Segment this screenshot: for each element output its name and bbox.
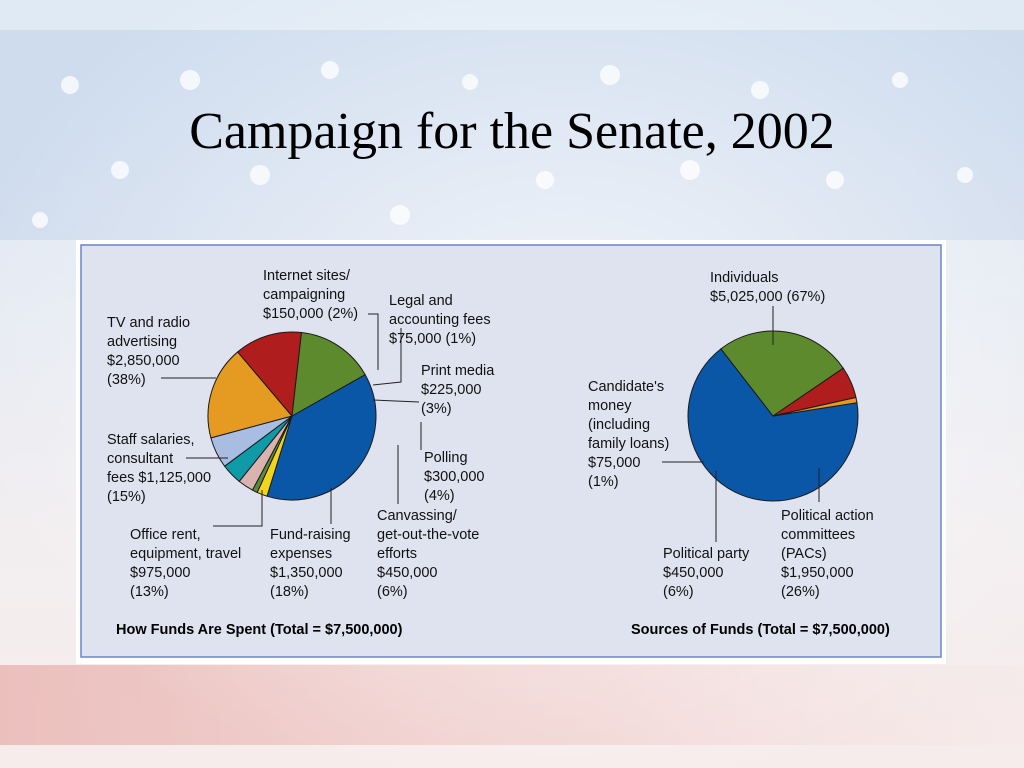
- pie-slice: [720, 330, 844, 417]
- figure-panel: TV and radio advertising $2,850,000 (38%) In…: [76, 240, 946, 664]
- leader-line: [372, 399, 420, 403]
- slice-label: Office rent, equipment, travel $975,000 (13…: [130, 527, 241, 600]
- slice-label: Political party $450,000 (6%): [663, 546, 750, 600]
- pie-chart-2: Individuals $5,025,000 (67%) Political act…: [588, 270, 890, 638]
- pie-charts: TV and radio advertising $2,850,000 (38%) In…: [80, 244, 942, 658]
- slice-label: Canvassing/get-out-the-vote efforts $450,0…: [377, 508, 479, 600]
- slice-label: Internet sites/campaigning $150,000 (2%): [263, 268, 358, 322]
- slice-label: Political action committees (PACs) $1,950,0…: [781, 508, 874, 600]
- leader-line: [213, 490, 263, 527]
- leader-line: [368, 313, 379, 370]
- pie-slice: [266, 373, 377, 501]
- chart-caption: Sources of Funds (Total = $7,500,000): [631, 622, 890, 638]
- chart-caption: How Funds Are Spent (Total = $7,500,000): [116, 622, 403, 638]
- slice-label: Legal and accounting fees $75,000 (1%): [389, 293, 491, 347]
- slice-label: Individuals $5,025,000 (67%): [710, 270, 825, 305]
- pie-slice: [207, 351, 293, 439]
- leader-line: [372, 328, 402, 386]
- slice-label: Fund-raising expenses $1,350,000 (18%): [270, 527, 351, 600]
- slice-label: Staff salaries, consultant fees $1,125,000…: [107, 432, 211, 505]
- pie-slice: [291, 331, 366, 417]
- pie-slice: [772, 396, 858, 417]
- pie-chart-1: TV and radio advertising $2,850,000 (38%) In…: [107, 268, 495, 638]
- pie-slice: [687, 348, 859, 502]
- slice-label: TV and radio advertising $2,850,000 (38%): [107, 315, 190, 388]
- slice-label: Polling $300,000 (4%): [424, 450, 484, 504]
- flag-stars-decoration: [32, 61, 973, 228]
- slice-label: Candidate's money (including family loans) $…: [588, 379, 669, 490]
- slide-title: Campaign for the Senate, 2002: [189, 103, 835, 160]
- slice-label: Print media $225,000 (3%): [421, 363, 495, 417]
- pie-slice: [236, 331, 303, 418]
